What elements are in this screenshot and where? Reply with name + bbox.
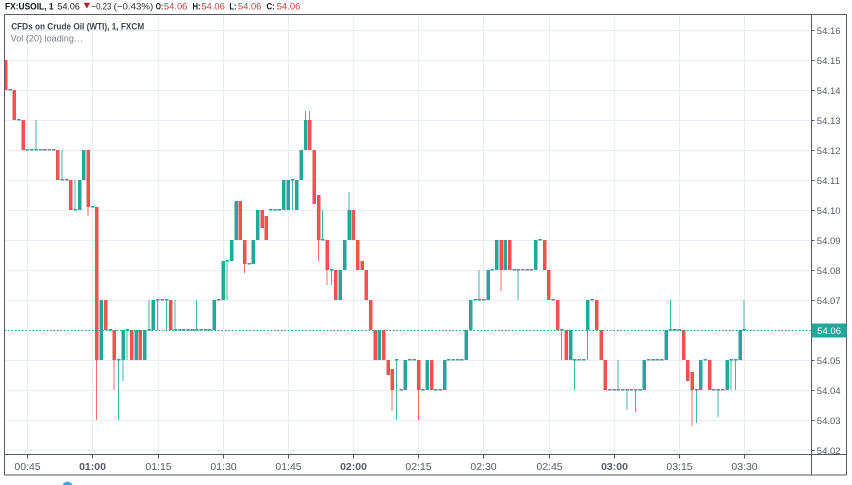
svg-text:54.13: 54.13: [817, 116, 841, 127]
svg-text:01:45: 01:45: [275, 461, 301, 473]
svg-text:54.02: 54.02: [817, 446, 841, 457]
svg-text:54.06: 54.06: [58, 2, 80, 13]
svg-text:H:: H:: [193, 2, 201, 13]
svg-text:01:30: 01:30: [210, 461, 236, 473]
svg-text:CFDs on Crude Oil (WTI), 1, FX: CFDs on Crude Oil (WTI), 1, FXCM: [11, 22, 144, 32]
svg-text:54.06: 54.06: [277, 2, 301, 13]
svg-text:54.08: 54.08: [817, 266, 841, 277]
svg-text:54.09: 54.09: [817, 236, 841, 247]
svg-text:03:00: 03:00: [601, 461, 628, 473]
svg-text:03:30: 03:30: [731, 461, 757, 473]
svg-text:01:00: 01:00: [79, 461, 106, 473]
svg-text:54.06: 54.06: [164, 2, 188, 13]
svg-text:FX:USOIL, 1: FX:USOIL, 1: [5, 2, 54, 13]
svg-text:54.06: 54.06: [201, 2, 225, 13]
svg-text:C:: C:: [267, 2, 275, 13]
svg-text:54.12: 54.12: [817, 146, 841, 157]
svg-text:L:: L:: [229, 2, 236, 13]
svg-text:54.03: 54.03: [817, 416, 841, 427]
svg-text:00:45: 00:45: [14, 461, 40, 473]
svg-text:Vol (20) loading…: Vol (20) loading…: [11, 33, 83, 43]
svg-text:54.16: 54.16: [817, 26, 841, 37]
svg-text:02:00: 02:00: [340, 461, 367, 473]
svg-text:02:30: 02:30: [470, 461, 496, 473]
svg-text:03:15: 03:15: [666, 461, 692, 473]
svg-text:02:45: 02:45: [536, 461, 562, 473]
svg-text:54.04: 54.04: [817, 386, 841, 397]
svg-text:54.15: 54.15: [817, 56, 841, 67]
svg-text:54.05: 54.05: [817, 356, 841, 367]
svg-text:54.06: 54.06: [238, 2, 262, 13]
svg-text:O:: O:: [156, 2, 163, 13]
svg-text:01:15: 01:15: [145, 461, 171, 473]
svg-text:(−0.43%): (−0.43%): [114, 2, 154, 13]
svg-text:54.06: 54.06: [817, 326, 841, 337]
svg-text:54.07: 54.07: [817, 296, 841, 307]
svg-text:02:15: 02:15: [405, 461, 431, 473]
svg-text:54.14: 54.14: [817, 86, 841, 97]
svg-text:54.11: 54.11: [817, 176, 840, 187]
svg-text:54.10: 54.10: [817, 206, 841, 217]
svg-text:−0.23: −0.23: [92, 2, 112, 13]
